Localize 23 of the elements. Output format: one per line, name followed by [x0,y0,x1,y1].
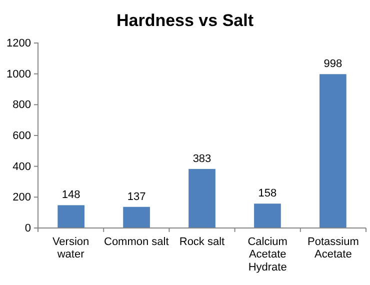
y-tick-label: 1000 [6,68,31,80]
data-label: 383 [192,152,212,165]
x-tick-label: Version water [52,236,90,261]
bar [123,206,150,228]
y-tick-label: 600 [12,130,31,142]
data-label: 148 [62,189,80,202]
x-tick-label: Potassium Acetate [308,236,359,261]
y-tick-label: 0 [24,222,31,235]
data-label: 998 [324,58,342,70]
chart-title: Hardness vs Salt [116,11,254,30]
x-tick-label: Calcium Acetate Hydrate [248,236,288,274]
data-label: 137 [127,190,146,203]
y-tick-label: 400 [12,160,31,173]
x-tick-label: Common salt [104,236,169,248]
bar [58,205,84,228]
y-tick-label: 800 [12,99,31,112]
data-label: 158 [258,188,277,200]
y-tick-label: 1200 [6,38,31,50]
bar [320,74,346,228]
y-tick-label: 200 [12,192,31,204]
x-tick-label: Rock salt [179,236,225,248]
bar [188,168,216,228]
bar [254,204,281,228]
